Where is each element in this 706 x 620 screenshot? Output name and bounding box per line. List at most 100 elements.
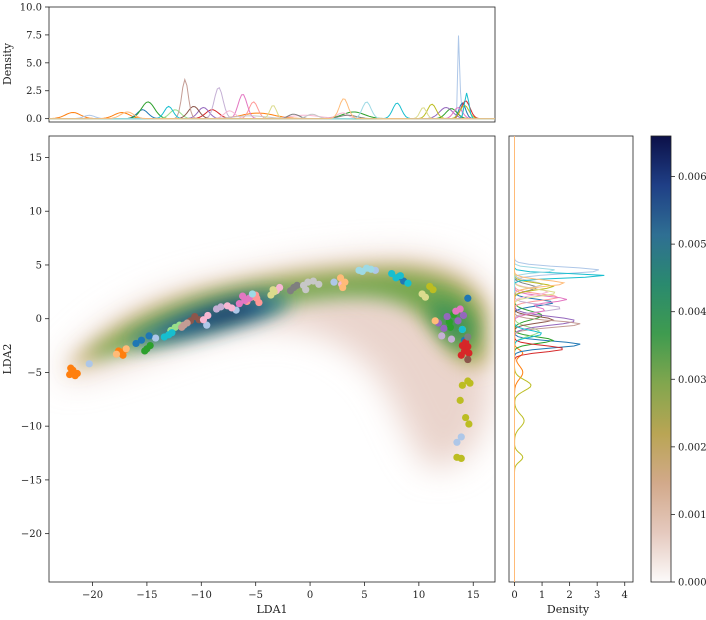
scatter-point (429, 286, 437, 294)
colorbar-tick-label: 0.006 (678, 172, 706, 183)
right-x-axis-label: Density (547, 603, 590, 616)
scatter-point (443, 312, 451, 321)
scatter-point (152, 334, 160, 342)
top-density-curves (49, 35, 495, 120)
scatter-point (466, 379, 474, 387)
top-y-tick-label: 0.0 (26, 114, 42, 125)
scatter-point (302, 286, 310, 294)
scatter-point (462, 413, 470, 422)
main-x-tick-label: 0 (307, 590, 313, 601)
scatter-point (438, 332, 446, 340)
top-y-ticks: 0.0 2.5 5.0 7.5 10.0 (20, 3, 49, 125)
scatter-point (464, 333, 472, 341)
main-y-tick-label: −10 (21, 422, 42, 433)
right-marginal-plot: 0 1 2 3 4 Density (508, 135, 634, 616)
scatter-point (132, 339, 140, 348)
main-x-tick-label: 5 (361, 590, 367, 601)
colorbar-tick-label: 0.004 (678, 307, 706, 318)
top-y-tick-label: 10.0 (20, 3, 42, 14)
top-y-tick-label: 2.5 (26, 86, 42, 97)
scatter-point (141, 347, 149, 355)
right-x-tick-label: 4 (622, 590, 628, 601)
scatter-point (465, 349, 473, 357)
main-plot-frame (48, 135, 496, 583)
scatter-point (276, 283, 284, 292)
top-y-axis-label: Density (1, 42, 14, 85)
scatter-point (454, 317, 462, 325)
scatter-point (440, 324, 448, 332)
scatter-point (431, 317, 439, 325)
main-x-tick-label: 15 (467, 590, 480, 601)
scatter-point (203, 321, 211, 329)
main-x-ticks: −20 −15 −10 −5 0 5 10 15 (82, 582, 480, 601)
top-density-curve (49, 98, 495, 120)
main-x-tick-label: −10 (191, 590, 212, 601)
scatter-point (404, 279, 412, 287)
right-x-tick-label: 2 (566, 590, 572, 601)
scatter-point (458, 341, 466, 350)
scatter-point (339, 283, 347, 292)
scatter-point (457, 351, 465, 359)
right-density-curve (514, 136, 566, 582)
scatter-point (168, 329, 176, 337)
scatter-point (204, 311, 212, 320)
colorbar-tick-label: 0.000 (678, 578, 706, 589)
density-background (49, 136, 495, 582)
main-x-tick-label: −20 (82, 590, 103, 601)
main-y-tick-label: 0 (36, 314, 42, 325)
scatter-point (457, 454, 465, 463)
scatter-point (239, 292, 247, 300)
scatter-points (66, 264, 474, 463)
top-y-tick-label: 5.0 (26, 58, 42, 69)
right-density-curves (514, 136, 605, 582)
main-y-tick-label: −20 (21, 529, 42, 540)
scatter-point (145, 332, 153, 340)
scatter-point (367, 265, 375, 273)
colorbar: 0.000 0.001 0.002 0.003 0.004 0.005 0.006 (650, 135, 706, 589)
scatter-point (85, 360, 93, 368)
colorbar-tick-label: 0.003 (678, 375, 706, 386)
scatter-point (269, 286, 277, 294)
scatter-point (309, 277, 317, 285)
main-x-tick-label: 10 (412, 590, 425, 601)
scatter-point (112, 350, 121, 358)
right-marginal-frame (508, 135, 634, 583)
scatter-point (458, 325, 466, 334)
top-y-tick-label: 7.5 (26, 30, 42, 41)
right-x-tick-label: 0 (511, 590, 517, 601)
main-y-axis-label: LDA2 (1, 343, 14, 374)
top-marginal-frame (48, 6, 496, 123)
right-x-tick-label: 3 (594, 590, 600, 601)
scatter-point (228, 304, 236, 312)
kde-mid-band (72, 264, 488, 370)
colorbar-tick-label: 0.002 (678, 442, 706, 453)
main-y-tick-label: −15 (21, 475, 42, 486)
colorbar-tick-label: 0.005 (678, 240, 706, 251)
main-plot: −20 −15 −10 −5 0 5 10 15 −20 −15 −10 −5 0 5 10 15 LDA1… (1, 135, 496, 616)
scatter-point (248, 290, 257, 298)
scatter-point (458, 381, 466, 389)
scatter-point (137, 336, 146, 344)
scatter-point (459, 311, 468, 320)
scatter-point (304, 278, 312, 286)
main-x-axis-label: LDA1 (256, 603, 287, 616)
top-marginal-plot: 0.0 2.5 5.0 7.5 10.0 Density (1, 3, 496, 125)
colorbar-gradient (651, 136, 671, 582)
scatter-point (464, 355, 472, 364)
main-y-ticks: −20 −15 −10 −5 0 5 10 15 (21, 153, 49, 540)
scatter-point (293, 281, 301, 289)
scatter-point (235, 300, 243, 308)
scatter-point (68, 368, 76, 377)
main-y-tick-label: 5 (36, 260, 42, 271)
scatter-point (456, 396, 464, 404)
main-y-tick-label: 10 (29, 207, 42, 218)
scatter-point (453, 438, 461, 446)
scatter-point (180, 321, 188, 329)
scatter-point (315, 280, 323, 288)
main-x-tick-label: −5 (248, 590, 263, 601)
scatter-point (396, 272, 404, 280)
scatter-point (464, 294, 472, 302)
scatter-point (355, 266, 363, 274)
colorbar-ticks: 0.000 0.001 0.002 0.003 0.004 0.005 0.006 (671, 172, 706, 589)
scatter-point (421, 293, 429, 301)
